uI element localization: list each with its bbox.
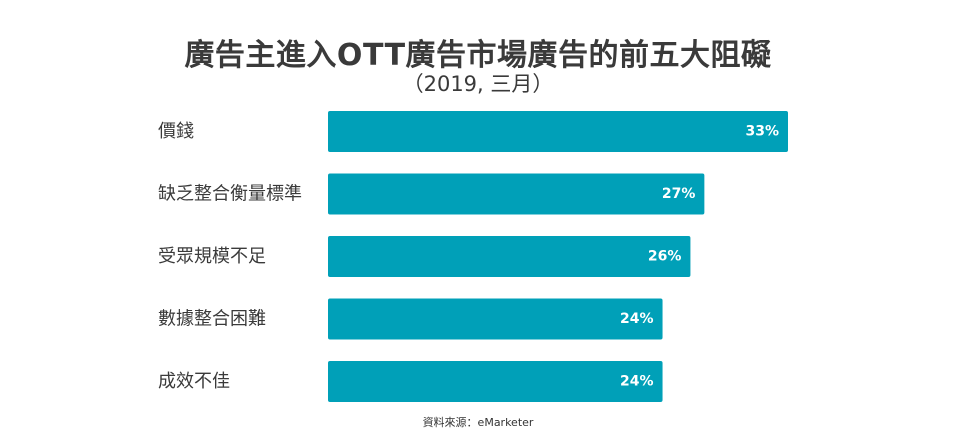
data-label: 26% [648, 249, 682, 265]
category-label: 成效不佳 [158, 371, 230, 392]
source-note: 資料來源：eMarketer [422, 416, 534, 429]
bar [328, 298, 663, 340]
data-label: 24% [620, 311, 654, 327]
category-label: 受眾規模不足 [158, 246, 266, 267]
bar [328, 173, 705, 215]
data-label: 24% [620, 374, 654, 390]
category-label: 價錢 [158, 121, 194, 142]
chart-title: 廣告主進入OTT廣告市場廣告的前五大阻礙 [184, 38, 772, 73]
bar [328, 236, 691, 277]
category-label: 缺乏整合衡量標準 [158, 184, 302, 205]
bar [328, 361, 663, 402]
category-label: 數據整合困難 [158, 309, 266, 330]
bar [328, 111, 788, 152]
chart-subtitle: （2019, 三月） [402, 72, 554, 96]
data-label: 27% [662, 186, 696, 202]
data-label: 33% [745, 124, 779, 140]
